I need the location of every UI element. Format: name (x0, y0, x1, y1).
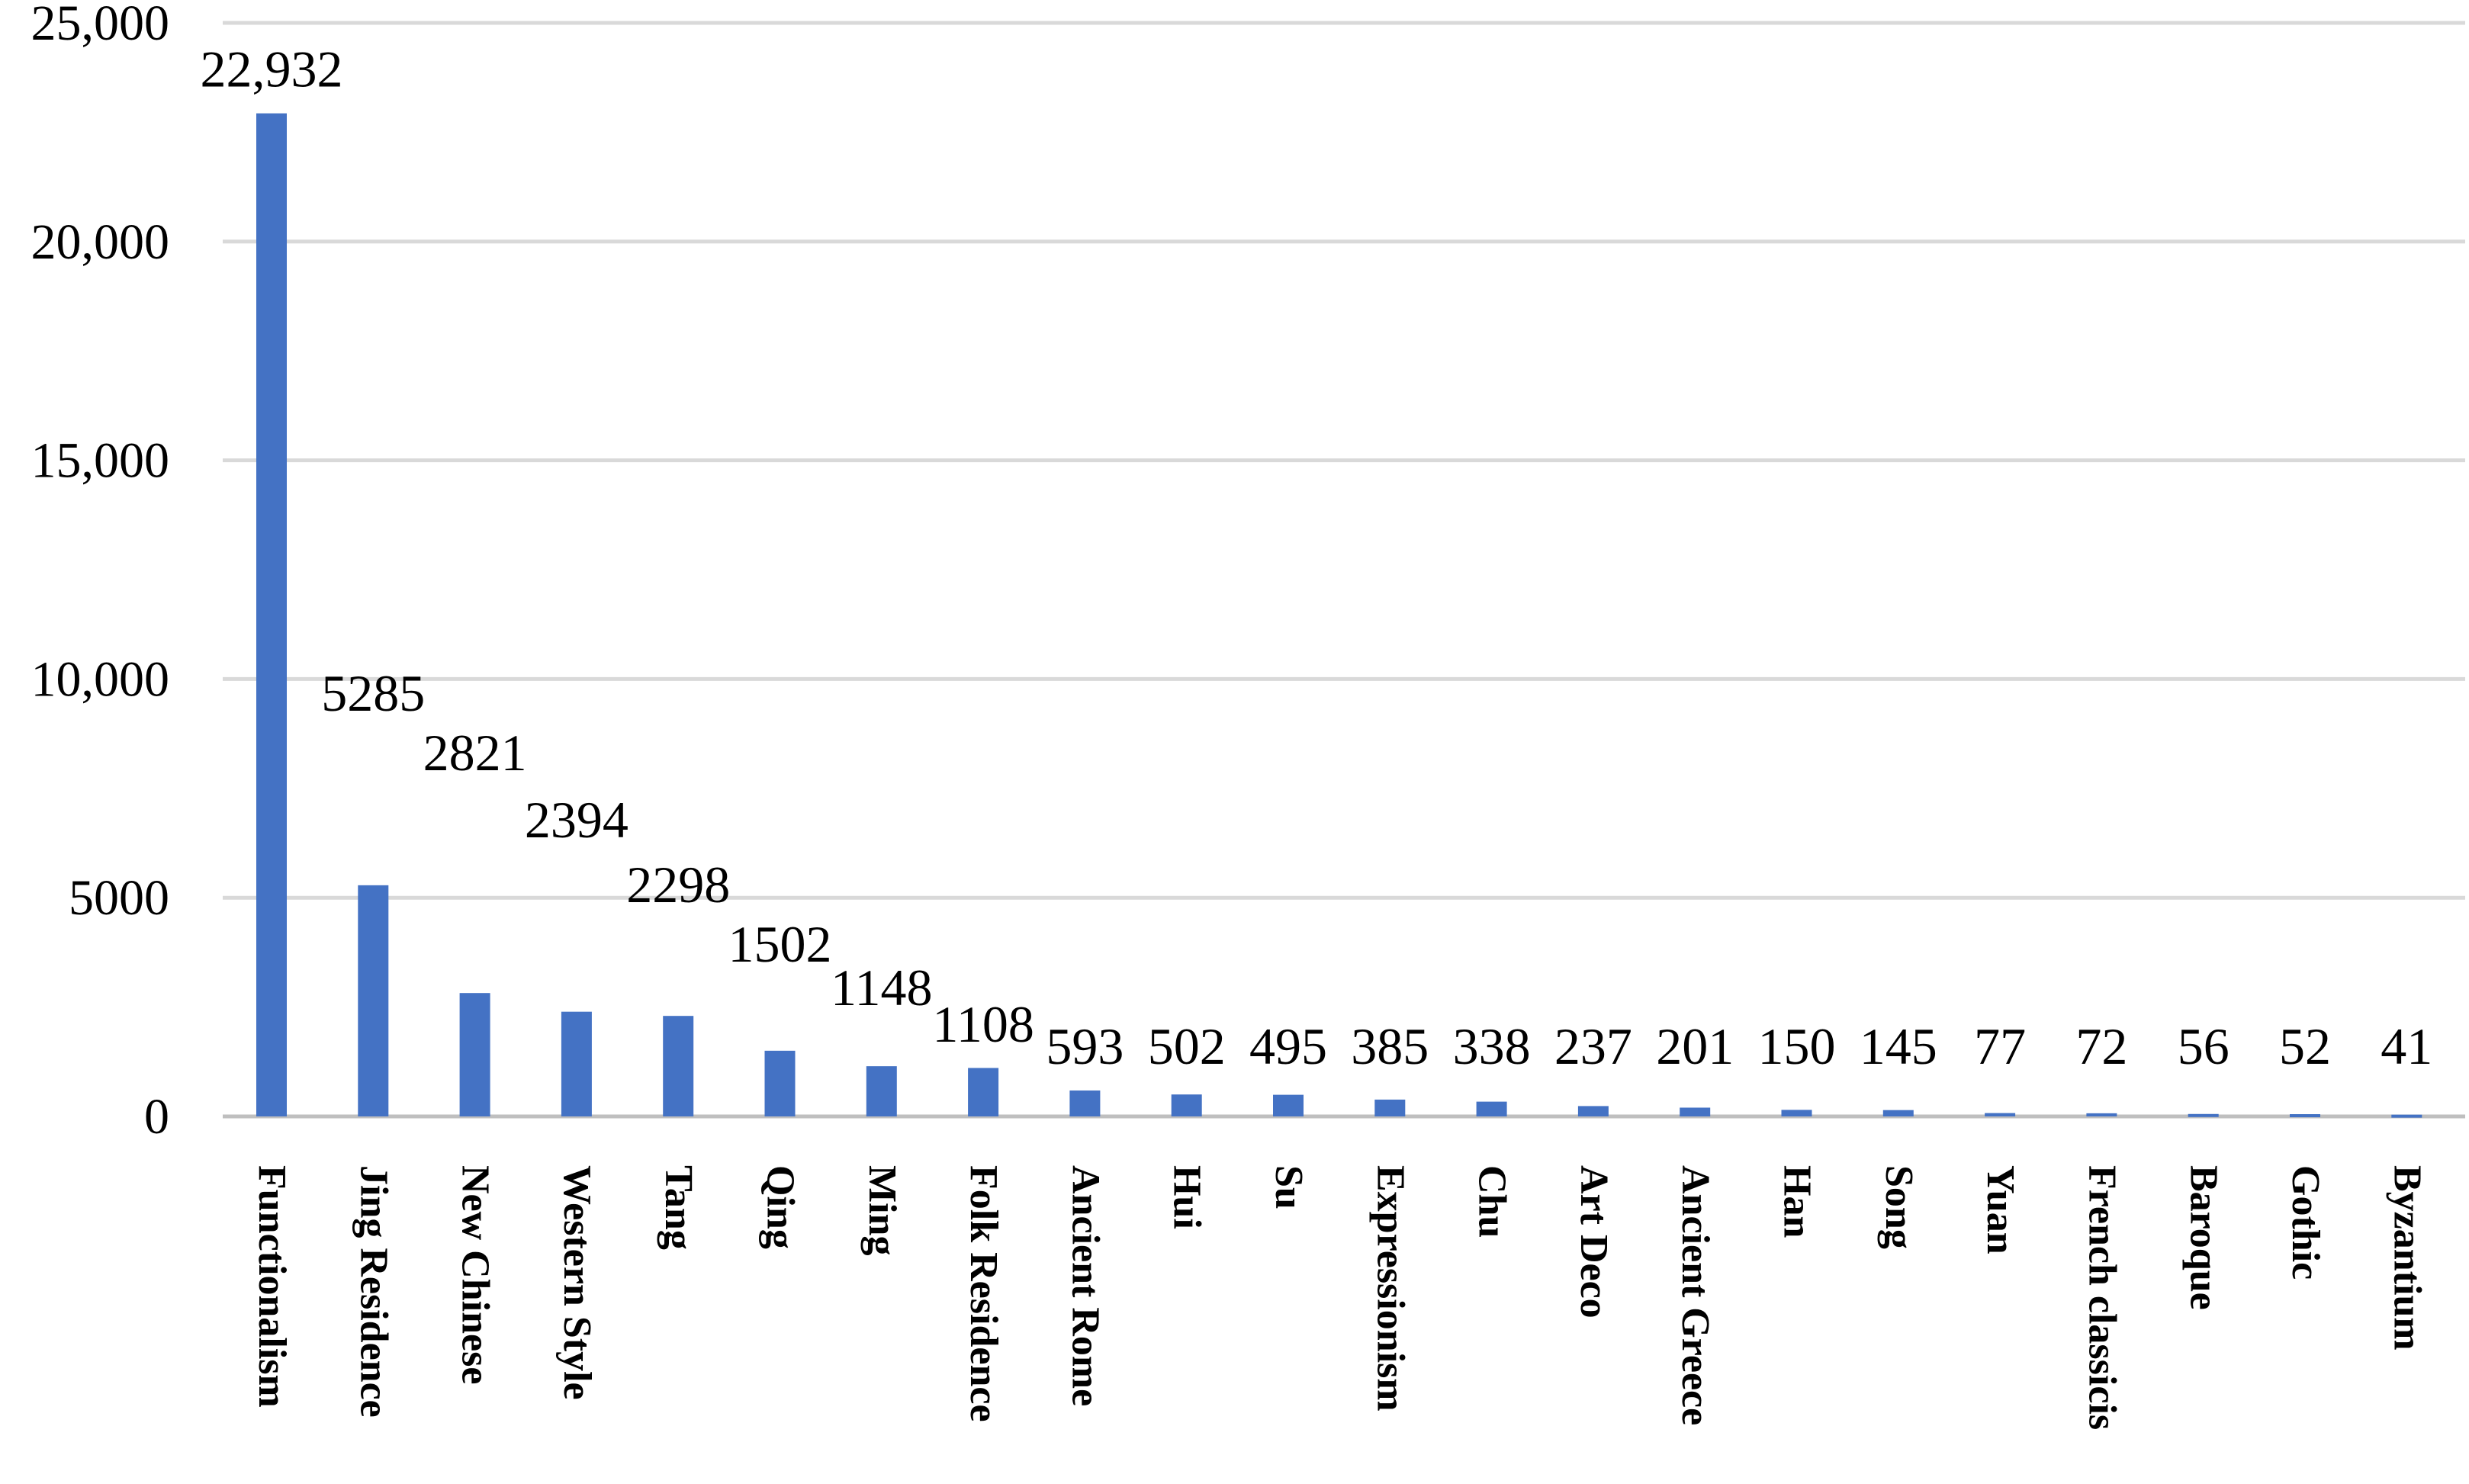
bar-ming (866, 1066, 897, 1116)
data-label: 1502 (728, 915, 832, 973)
data-label: 72 (2075, 1017, 2127, 1075)
data-label: 41 (2381, 1017, 2432, 1075)
data-label: 385 (1351, 1017, 1429, 1075)
x-tick-label: Ancient Rome (1063, 1165, 1107, 1406)
x-tick-label: Folk Residence (962, 1165, 1005, 1422)
bar-tang (663, 1016, 694, 1116)
bar-qing (764, 1050, 796, 1116)
bar-han (1781, 1110, 1812, 1116)
data-label: 593 (1046, 1017, 1124, 1075)
bar-ancient-greece (1680, 1107, 1711, 1116)
data-label: 145 (1860, 1017, 1937, 1075)
x-tick-label: Han (1776, 1165, 1819, 1238)
data-label: 502 (1148, 1017, 1226, 1075)
data-label: 338 (1453, 1017, 1531, 1075)
y-tick-label: 25,000 (31, 0, 170, 51)
x-tick-label: Qing (759, 1165, 802, 1249)
x-tick-label: Tang (657, 1165, 700, 1250)
bar-expressionism (1374, 1099, 1406, 1116)
y-tick-label: 10,000 (31, 651, 170, 707)
bar-functionalism (256, 113, 287, 1116)
data-label: 2394 (525, 791, 629, 849)
y-tick-label: 20,000 (31, 214, 170, 270)
data-label: 237 (1554, 1017, 1632, 1075)
bar-yuan (1985, 1113, 2016, 1116)
data-label: 22,932 (201, 40, 343, 98)
data-label: 150 (1758, 1017, 1836, 1075)
bar-chu (1476, 1101, 1507, 1116)
bar-gothic (2290, 1114, 2320, 1118)
x-tick-label: Baroque (2182, 1165, 2226, 1310)
data-label: 1148 (831, 959, 932, 1017)
x-tick-label: Yuan (1979, 1165, 2022, 1254)
bar-su (1273, 1094, 1304, 1116)
x-tick-label: Ming (860, 1165, 904, 1255)
x-tick-label: New Chinese (454, 1165, 497, 1384)
data-label: 2298 (626, 856, 730, 914)
x-tick-label: Expressionism (1368, 1165, 1412, 1412)
x-tick-label: Song (1877, 1165, 1921, 1249)
x-axis-tick-labels: Functionalism Jing Residence New Chinese We… (250, 1165, 2429, 1430)
x-tick-label: Functionalism (250, 1165, 294, 1408)
data-label: 2821 (423, 724, 527, 782)
bar-french-classicis (2086, 1113, 2117, 1116)
y-tick-label: 15,000 (31, 433, 170, 489)
x-tick-label: Art Deco (1572, 1165, 1615, 1319)
bar-western-style (561, 1011, 592, 1116)
bar-song (1882, 1110, 1914, 1116)
data-label: 201 (1656, 1017, 1734, 1075)
bar-new-chinese (459, 993, 490, 1116)
gridlines (223, 21, 2465, 1119)
x-tick-label: Byzantium (2385, 1165, 2429, 1351)
bar-hui (1171, 1094, 1202, 1116)
x-tick-label: Western Style (555, 1165, 599, 1400)
bar-art-deco (1577, 1106, 1609, 1116)
x-tick-label: French classicis (2080, 1165, 2123, 1430)
data-label: 1108 (932, 995, 1034, 1053)
x-tick-label: Ancient Greece (1673, 1165, 1717, 1425)
x-tick-label: Jing Residence (352, 1165, 395, 1418)
bars (256, 113, 2422, 1118)
y-axis-tick-labels: 0 5000 10,000 15,000 20,000 25,000 (31, 0, 170, 1145)
bar-ancient-rome (1069, 1090, 1101, 1116)
data-label: 495 (1249, 1017, 1327, 1075)
bar-baroque (2188, 1113, 2219, 1117)
data-label: 5285 (321, 664, 425, 722)
y-tick-label: 5000 (69, 870, 169, 926)
x-tick-label: Su (1267, 1165, 1310, 1209)
data-label: 77 (1974, 1017, 2026, 1075)
x-tick-label: Gothic (2284, 1165, 2327, 1280)
data-label: 56 (2178, 1017, 2229, 1075)
x-tick-label: Chu (1471, 1165, 1514, 1238)
bar-byzantium (2391, 1114, 2422, 1118)
bar-jing-residence (358, 885, 389, 1116)
y-tick-label: 0 (144, 1089, 169, 1145)
bar-folk-residence (968, 1068, 999, 1116)
x-tick-label: Hui (1165, 1165, 1209, 1229)
data-label: 52 (2279, 1017, 2331, 1075)
